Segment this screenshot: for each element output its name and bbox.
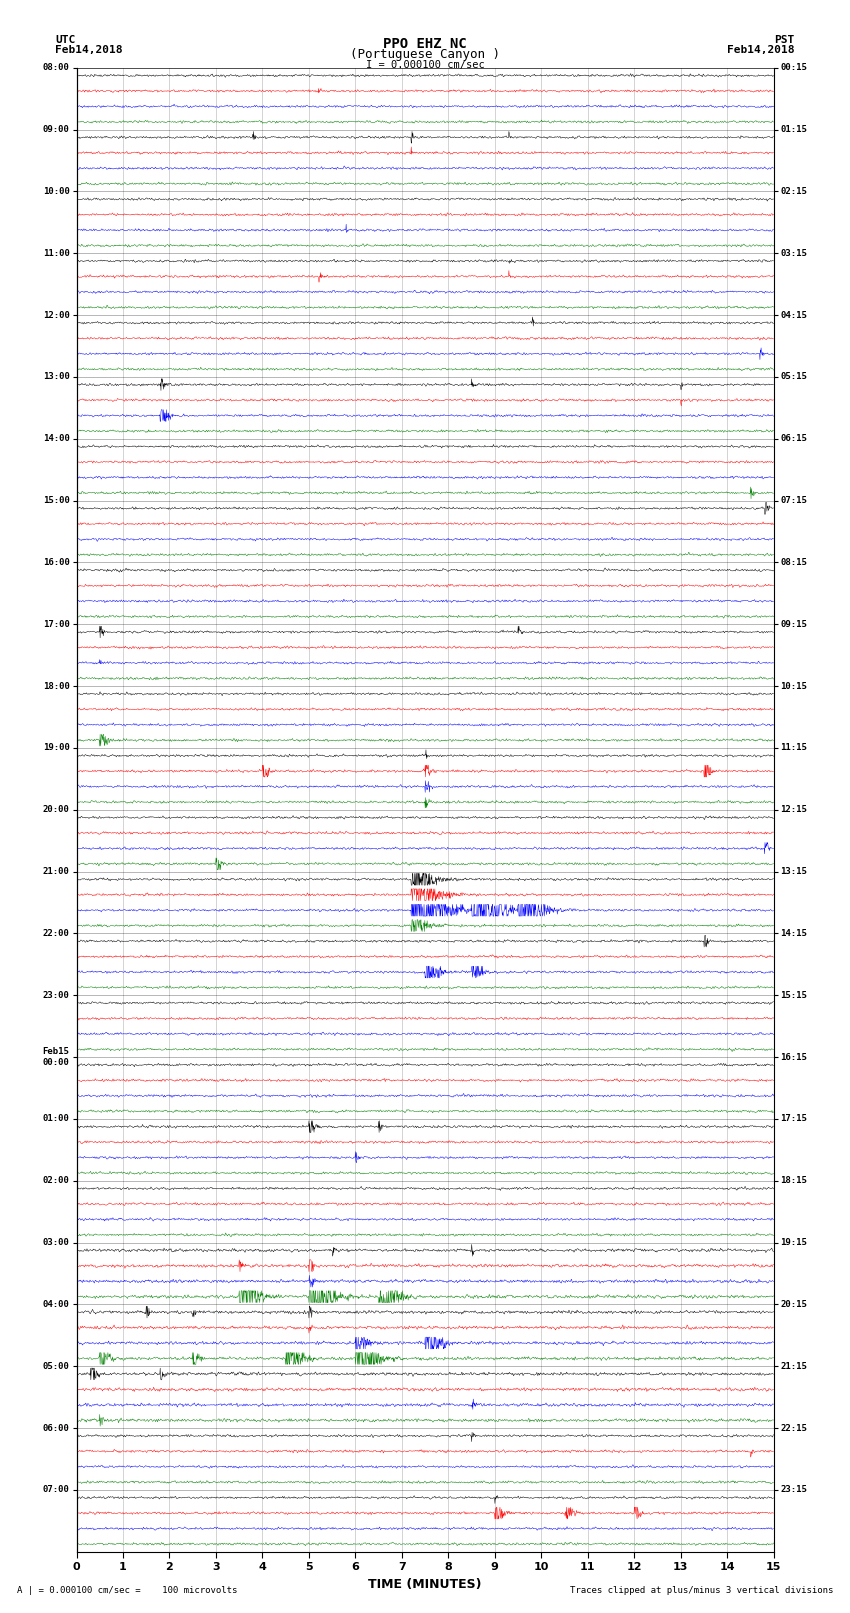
Text: Feb14,2018: Feb14,2018 [55, 45, 122, 55]
X-axis label: TIME (MINUTES): TIME (MINUTES) [368, 1578, 482, 1590]
Text: PST: PST [774, 35, 795, 45]
Text: Feb14,2018: Feb14,2018 [728, 45, 795, 55]
Text: UTC: UTC [55, 35, 76, 45]
Text: Traces clipped at plus/minus 3 vertical divisions: Traces clipped at plus/minus 3 vertical … [570, 1586, 833, 1595]
Text: (Portuguese Canyon ): (Portuguese Canyon ) [350, 48, 500, 61]
Text: A | = 0.000100 cm/sec =    100 microvolts: A | = 0.000100 cm/sec = 100 microvolts [17, 1586, 237, 1595]
Text: I = 0.000100 cm/sec: I = 0.000100 cm/sec [366, 60, 484, 69]
Text: PPO EHZ NC: PPO EHZ NC [383, 37, 467, 52]
